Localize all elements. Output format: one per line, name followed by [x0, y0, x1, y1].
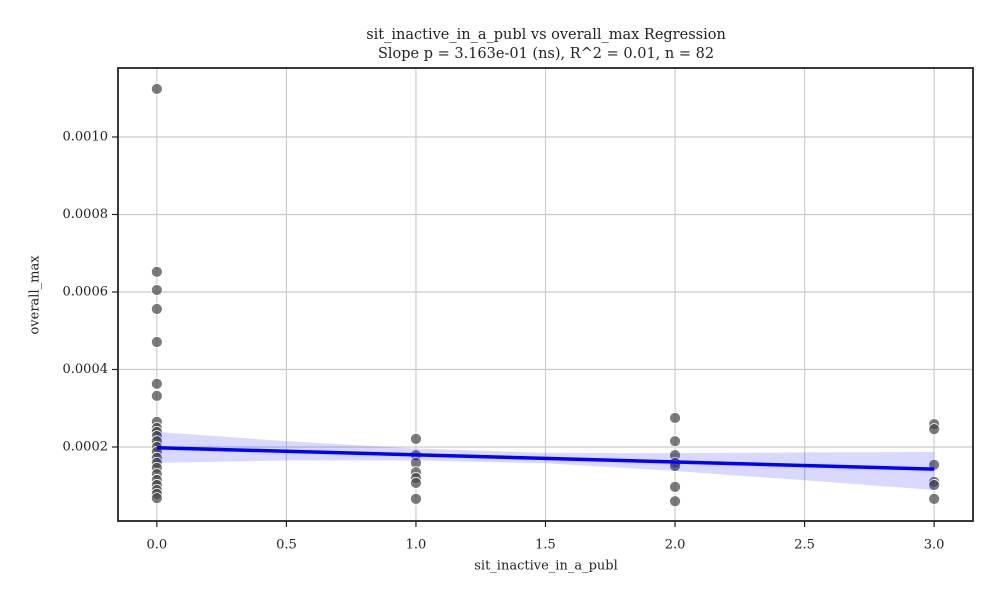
x-tick-label: 3.0: [924, 538, 945, 553]
x-tick-label: 2.5: [794, 538, 815, 553]
point: [150, 265, 163, 278]
y-axis-label: overall_max: [28, 255, 43, 335]
point: [150, 336, 163, 348]
regression-line: [156, 446, 935, 471]
y-tick-label: 0.0008: [63, 207, 109, 222]
x-tick-label: 1.5: [535, 538, 556, 553]
point: [410, 493, 422, 505]
point: [928, 479, 941, 491]
point: [150, 303, 163, 315]
point: [150, 389, 163, 402]
point: [410, 432, 422, 445]
point: [669, 480, 681, 493]
point: [669, 495, 681, 508]
point: [928, 423, 941, 436]
x-axis-label: sit_inactive_in_a_publ: [474, 559, 618, 574]
x-tick-label: 2.0: [665, 538, 686, 553]
y-tick-label: 0.0010: [63, 129, 109, 144]
point: [669, 412, 681, 424]
confidence-band: [156, 431, 935, 490]
y-tick-label: 0.0004: [63, 362, 109, 377]
point: [410, 477, 422, 489]
y-tick-label: 0.0006: [63, 284, 109, 299]
y-tick-label: 0.0002: [63, 439, 109, 454]
plot-frame: [117, 67, 974, 522]
chart-title: sit_inactive_in_a_publ vs overall_max Re…: [366, 27, 726, 43]
point: [150, 83, 163, 95]
point: [150, 284, 163, 296]
point: [928, 493, 941, 505]
point: [669, 435, 681, 448]
x-tick-label: 0.0: [147, 538, 168, 553]
point: [150, 492, 163, 505]
point: [150, 377, 163, 390]
x-tick-label: 0.5: [276, 538, 297, 553]
chart-subtitle: Slope p = 3.163e-01 (ns), R^2 = 0.01, n …: [378, 46, 714, 62]
x-tick-label: 1.0: [406, 538, 427, 553]
